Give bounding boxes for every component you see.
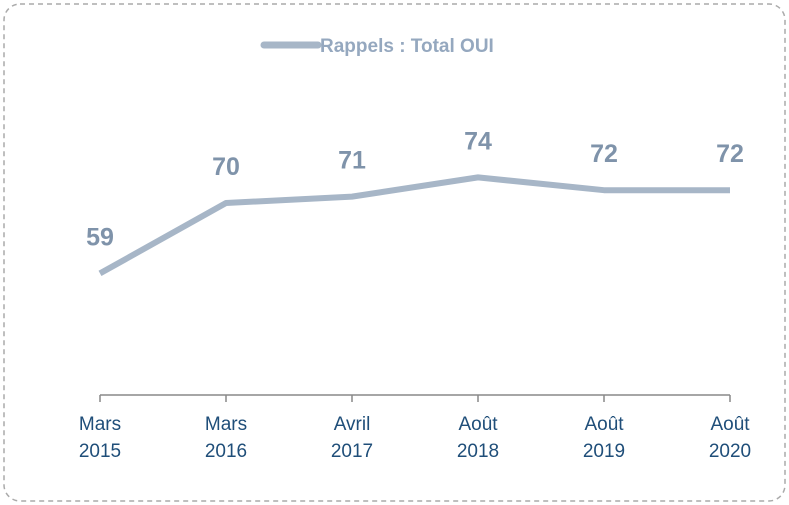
- x-tick-label: Mars 2015: [78, 414, 122, 462]
- x-tick-label: Avril 2017: [330, 414, 374, 462]
- data-label: 59: [86, 223, 114, 251]
- data-label: 72: [716, 140, 744, 168]
- data-label: 72: [590, 140, 618, 168]
- x-tick-label: Août 2018: [456, 414, 500, 462]
- legend-label: Rappels : Total OUI: [320, 36, 494, 57]
- x-tick-label: Mars 2016: [204, 414, 248, 462]
- data-label: 70: [212, 153, 240, 181]
- line: [98, 174, 730, 277]
- x-tick-label: Août 2019: [582, 414, 626, 462]
- x-tick-label: Août 2020: [708, 414, 752, 462]
- data-label: 74: [464, 127, 492, 155]
- frame: [3, 3, 786, 502]
- data-label: 71: [338, 147, 366, 175]
